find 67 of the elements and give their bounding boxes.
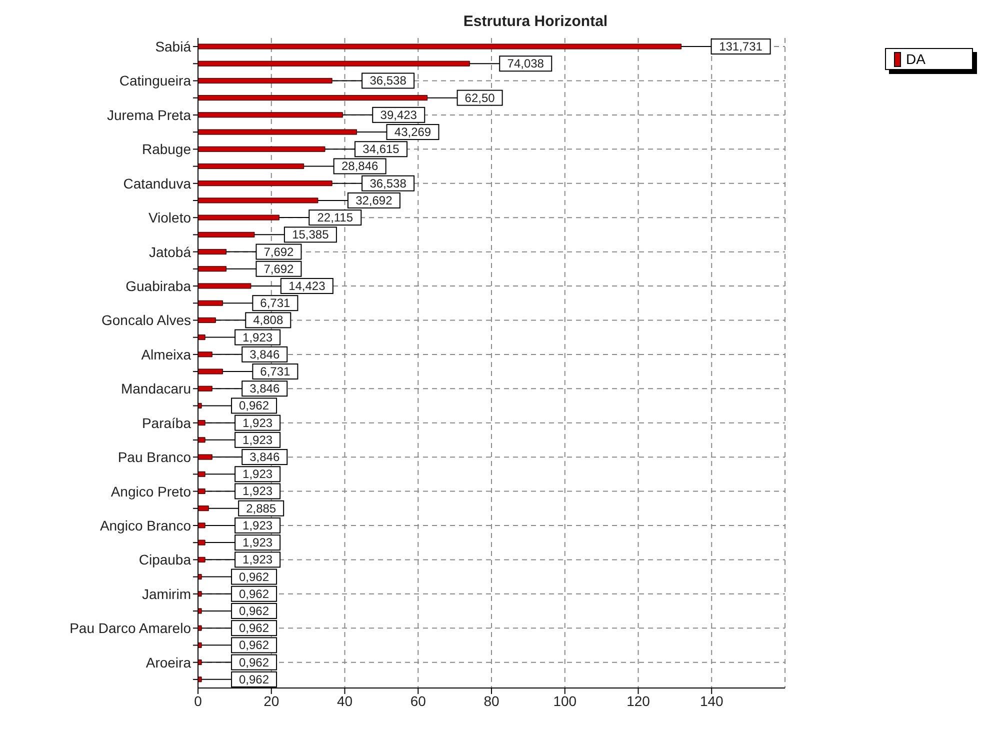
y-tick-label: Angico Branco bbox=[100, 517, 192, 534]
data-label: 1,923 bbox=[242, 416, 273, 430]
data-label: 0,962 bbox=[239, 570, 270, 584]
x-tick-label: 40 bbox=[336, 692, 353, 709]
data-label: 3,846 bbox=[250, 382, 280, 396]
data-label: 36,538 bbox=[370, 74, 407, 88]
data-label: 2,885 bbox=[246, 501, 276, 516]
data-label: 34,615 bbox=[362, 142, 400, 156]
chart-title: Estrutura Horizontal bbox=[463, 13, 608, 30]
data-label: 0,962 bbox=[239, 638, 270, 652]
y-tick-label: Cipauba bbox=[138, 552, 192, 568]
y-tick-label: Jurema Preta bbox=[106, 106, 192, 123]
x-tick-label: 140 bbox=[700, 692, 724, 709]
data-label: 7,692 bbox=[264, 262, 294, 276]
data-label: 4,808 bbox=[253, 313, 284, 328]
data-label: 0,962 bbox=[239, 621, 270, 636]
data-label: 7,692 bbox=[264, 244, 294, 259]
y-tick-label: Sabiá bbox=[155, 38, 192, 55]
data-label: 14,423 bbox=[288, 278, 326, 293]
data-label: 1,923 bbox=[242, 536, 273, 550]
data-label: 32,692 bbox=[356, 193, 393, 208]
data-label: 1,923 bbox=[242, 467, 273, 482]
y-tick-label: Paraíba bbox=[142, 414, 192, 431]
data-label: 1,923 bbox=[242, 552, 273, 567]
x-tick-label: 80 bbox=[484, 692, 500, 709]
y-tick-label: Jatobá bbox=[148, 244, 192, 260]
data-label: 0,962 bbox=[239, 398, 270, 413]
y-tick-label: Rabuge bbox=[142, 141, 192, 158]
data-label: 39,423 bbox=[380, 108, 418, 122]
x-tick-label: 60 bbox=[410, 692, 426, 709]
data-label: 15,385 bbox=[292, 228, 330, 242]
y-tick-label: Goncalo Alves bbox=[102, 312, 191, 328]
data-label: 0,962 bbox=[239, 672, 270, 686]
y-tick-label: Pau Branco bbox=[118, 449, 192, 466]
y-tick-label: Pau Darco Amarelo bbox=[70, 620, 192, 636]
data-label: 1,923 bbox=[242, 484, 273, 498]
data-label: 6,731 bbox=[260, 364, 291, 378]
legend-label: DA bbox=[906, 51, 926, 67]
data-label: 28,846 bbox=[341, 159, 379, 174]
y-tick-label: Jamirim bbox=[142, 586, 191, 602]
data-label: 0,962 bbox=[239, 655, 270, 670]
data-label: 1,923 bbox=[242, 330, 273, 344]
y-tick-label: Almeixa bbox=[141, 346, 192, 362]
data-label: 43,269 bbox=[394, 125, 432, 140]
x-tick-label: 100 bbox=[553, 692, 577, 709]
data-label: 131,731 bbox=[719, 40, 763, 54]
data-label: 3,846 bbox=[250, 347, 280, 362]
y-tick-label: Violeto bbox=[148, 210, 192, 226]
y-tick-label: Angico Preto bbox=[110, 483, 192, 500]
x-tick-label: 120 bbox=[626, 692, 650, 709]
data-label: 0,962 bbox=[239, 604, 270, 618]
data-label: 6,731 bbox=[260, 296, 291, 310]
data-label: 22,115 bbox=[317, 210, 354, 225]
y-tick-label: Catanduva bbox=[123, 175, 192, 192]
data-label: 74,038 bbox=[507, 56, 544, 71]
data-label: 36,538 bbox=[370, 176, 407, 190]
data-label: 0,962 bbox=[239, 586, 270, 601]
x-tick-label: 0 bbox=[194, 692, 202, 709]
data-label: 1,923 bbox=[242, 432, 273, 447]
y-tick-label: Mandacaru bbox=[120, 380, 191, 397]
y-tick-label: Guabiraba bbox=[126, 278, 192, 294]
y-tick-label: Catingueira bbox=[119, 72, 192, 89]
data-label: 3,846 bbox=[250, 450, 280, 464]
data-label: 1,923 bbox=[242, 518, 273, 532]
x-tick-label: 20 bbox=[264, 692, 280, 709]
data-label: 62,50 bbox=[464, 90, 496, 105]
y-tick-label: Aroeira bbox=[146, 654, 192, 670]
